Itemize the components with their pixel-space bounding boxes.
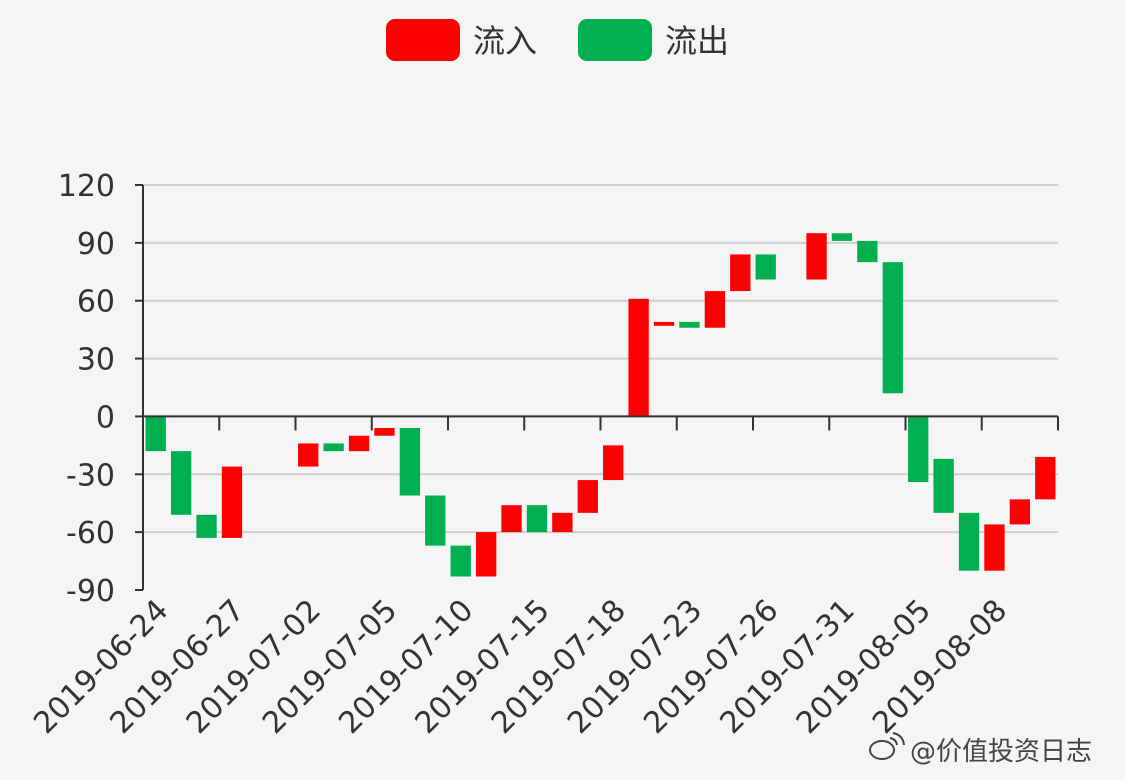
inflow-bar[interactable] <box>628 298 649 417</box>
legend-swatch-outflow[interactable] <box>578 19 652 61</box>
watermark: @价值投资日志 <box>869 732 1092 767</box>
outflow-bar[interactable] <box>831 233 853 241</box>
outflow-bar[interactable] <box>450 545 471 577</box>
inflow-bar[interactable] <box>1035 456 1056 500</box>
legend: 流入 流出 <box>386 19 729 61</box>
outflow-bar[interactable] <box>425 495 446 546</box>
y-tick-label: 90 <box>77 227 115 262</box>
outflow-bar[interactable] <box>145 416 166 452</box>
legend-label-outflow[interactable]: 流出 <box>665 22 729 60</box>
inflow-bar[interactable] <box>348 435 370 452</box>
inflow-bar[interactable] <box>704 291 726 328</box>
outflow-bar[interactable] <box>196 514 217 538</box>
outflow-bar[interactable] <box>526 505 548 533</box>
inflow-bar[interactable] <box>577 480 598 513</box>
inflow-bar[interactable] <box>374 428 395 436</box>
inflow-bar[interactable] <box>603 445 624 481</box>
y-tick-label: -30 <box>66 458 115 493</box>
weibo-logo-icon <box>869 732 905 760</box>
outflow-bar[interactable] <box>679 321 700 328</box>
y-axis-tick-labels: 120 90 60 30 0 -30 -60 -90 <box>58 169 115 609</box>
outflow-bar[interactable] <box>170 451 192 515</box>
outflow-bar[interactable] <box>933 458 954 513</box>
inflow-bar[interactable] <box>984 524 1005 571</box>
y-tick-label: 0 <box>96 400 115 435</box>
x-axis-tick-labels: 2019-06-242019-06-272019-07-022019-07-05… <box>27 593 1014 741</box>
inflow-bar[interactable] <box>501 505 522 533</box>
inflow-bar[interactable] <box>1009 499 1031 525</box>
inflow-bar[interactable] <box>475 532 497 577</box>
y-tick-label: -90 <box>66 574 115 609</box>
y-tick-label: 120 <box>58 169 115 204</box>
legend-swatch-inflow[interactable] <box>386 19 460 61</box>
y-tick-label: 60 <box>77 285 115 320</box>
inflow-bar[interactable] <box>653 321 675 326</box>
inflow-bar[interactable] <box>730 254 751 292</box>
y-tick-label: -60 <box>66 516 115 551</box>
inflow-bar[interactable] <box>806 233 827 280</box>
outflow-bar[interactable] <box>755 254 776 280</box>
y-tick-label: 30 <box>77 343 115 378</box>
legend-label-inflow[interactable]: 流入 <box>473 22 537 60</box>
outflow-bar[interactable] <box>958 512 980 571</box>
outflow-bar[interactable] <box>399 428 421 496</box>
outflow-bar[interactable] <box>908 416 929 482</box>
inflow-bar[interactable] <box>221 466 243 538</box>
inflow-bar[interactable] <box>552 512 573 533</box>
watermark-text: @价值投资日志 <box>910 737 1092 767</box>
bar-series <box>145 233 1056 577</box>
axes <box>135 184 1059 591</box>
outflow-bar[interactable] <box>882 262 903 394</box>
outflow-bar[interactable] <box>857 240 878 263</box>
inflow-bar[interactable] <box>298 443 319 467</box>
outflow-bar[interactable] <box>323 443 344 452</box>
